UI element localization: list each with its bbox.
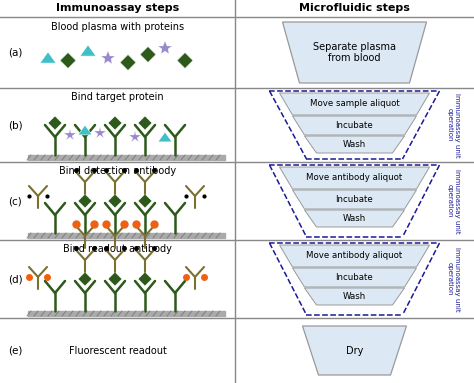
Polygon shape	[108, 194, 122, 208]
Text: Wash: Wash	[343, 140, 366, 149]
Text: Blood plasma with proteins: Blood plasma with proteins	[51, 22, 184, 32]
Text: Bind detection antibody: Bind detection antibody	[59, 166, 176, 176]
Polygon shape	[280, 167, 429, 189]
Text: Bind readout antibody: Bind readout antibody	[63, 244, 172, 254]
Text: Incubate: Incubate	[336, 121, 374, 130]
Polygon shape	[283, 22, 427, 83]
Text: Incubate: Incubate	[336, 195, 374, 204]
Text: Move sample aliquot: Move sample aliquot	[310, 100, 400, 108]
Text: Incubate: Incubate	[336, 273, 374, 282]
Text: Wash: Wash	[343, 292, 366, 301]
Text: Dry: Dry	[346, 345, 363, 355]
Polygon shape	[304, 288, 404, 305]
Polygon shape	[138, 272, 152, 286]
Text: Immunoassay unit
operation: Immunoassay unit operation	[447, 93, 460, 157]
Polygon shape	[40, 52, 56, 63]
Polygon shape	[60, 52, 76, 69]
Polygon shape	[292, 268, 417, 287]
Text: Wash: Wash	[343, 214, 366, 223]
Polygon shape	[138, 194, 152, 208]
Text: Immunoassay unit
operation: Immunoassay unit operation	[447, 247, 460, 311]
Polygon shape	[304, 136, 404, 153]
Polygon shape	[78, 272, 92, 286]
Polygon shape	[280, 93, 429, 115]
Polygon shape	[280, 245, 429, 267]
Polygon shape	[108, 116, 122, 130]
Text: (c): (c)	[8, 196, 22, 206]
Polygon shape	[302, 326, 407, 375]
Text: Bind target protein: Bind target protein	[71, 92, 164, 102]
Polygon shape	[304, 210, 404, 227]
Polygon shape	[120, 54, 136, 70]
Text: (a): (a)	[8, 47, 22, 57]
Text: Microfluidic steps: Microfluidic steps	[299, 3, 410, 13]
Text: Move antibody aliquot: Move antibody aliquot	[306, 252, 402, 260]
Text: (e): (e)	[8, 345, 22, 355]
Polygon shape	[108, 272, 122, 286]
Polygon shape	[177, 52, 193, 69]
Polygon shape	[78, 125, 92, 135]
Polygon shape	[292, 116, 417, 135]
Polygon shape	[292, 190, 417, 209]
Text: Immunoassay unit
operation: Immunoassay unit operation	[447, 169, 460, 233]
Text: Move antibody aliquot: Move antibody aliquot	[306, 173, 402, 183]
Polygon shape	[48, 116, 62, 130]
Text: (b): (b)	[8, 120, 23, 130]
Text: Fluorescent readout: Fluorescent readout	[69, 345, 166, 355]
Text: Separate plasma
from blood: Separate plasma from blood	[313, 42, 396, 63]
Polygon shape	[140, 46, 156, 62]
Text: (d): (d)	[8, 274, 23, 284]
Polygon shape	[78, 194, 92, 208]
Text: Immunoassay steps: Immunoassay steps	[56, 3, 179, 13]
Polygon shape	[138, 116, 152, 130]
Polygon shape	[80, 45, 96, 56]
Polygon shape	[158, 132, 172, 142]
